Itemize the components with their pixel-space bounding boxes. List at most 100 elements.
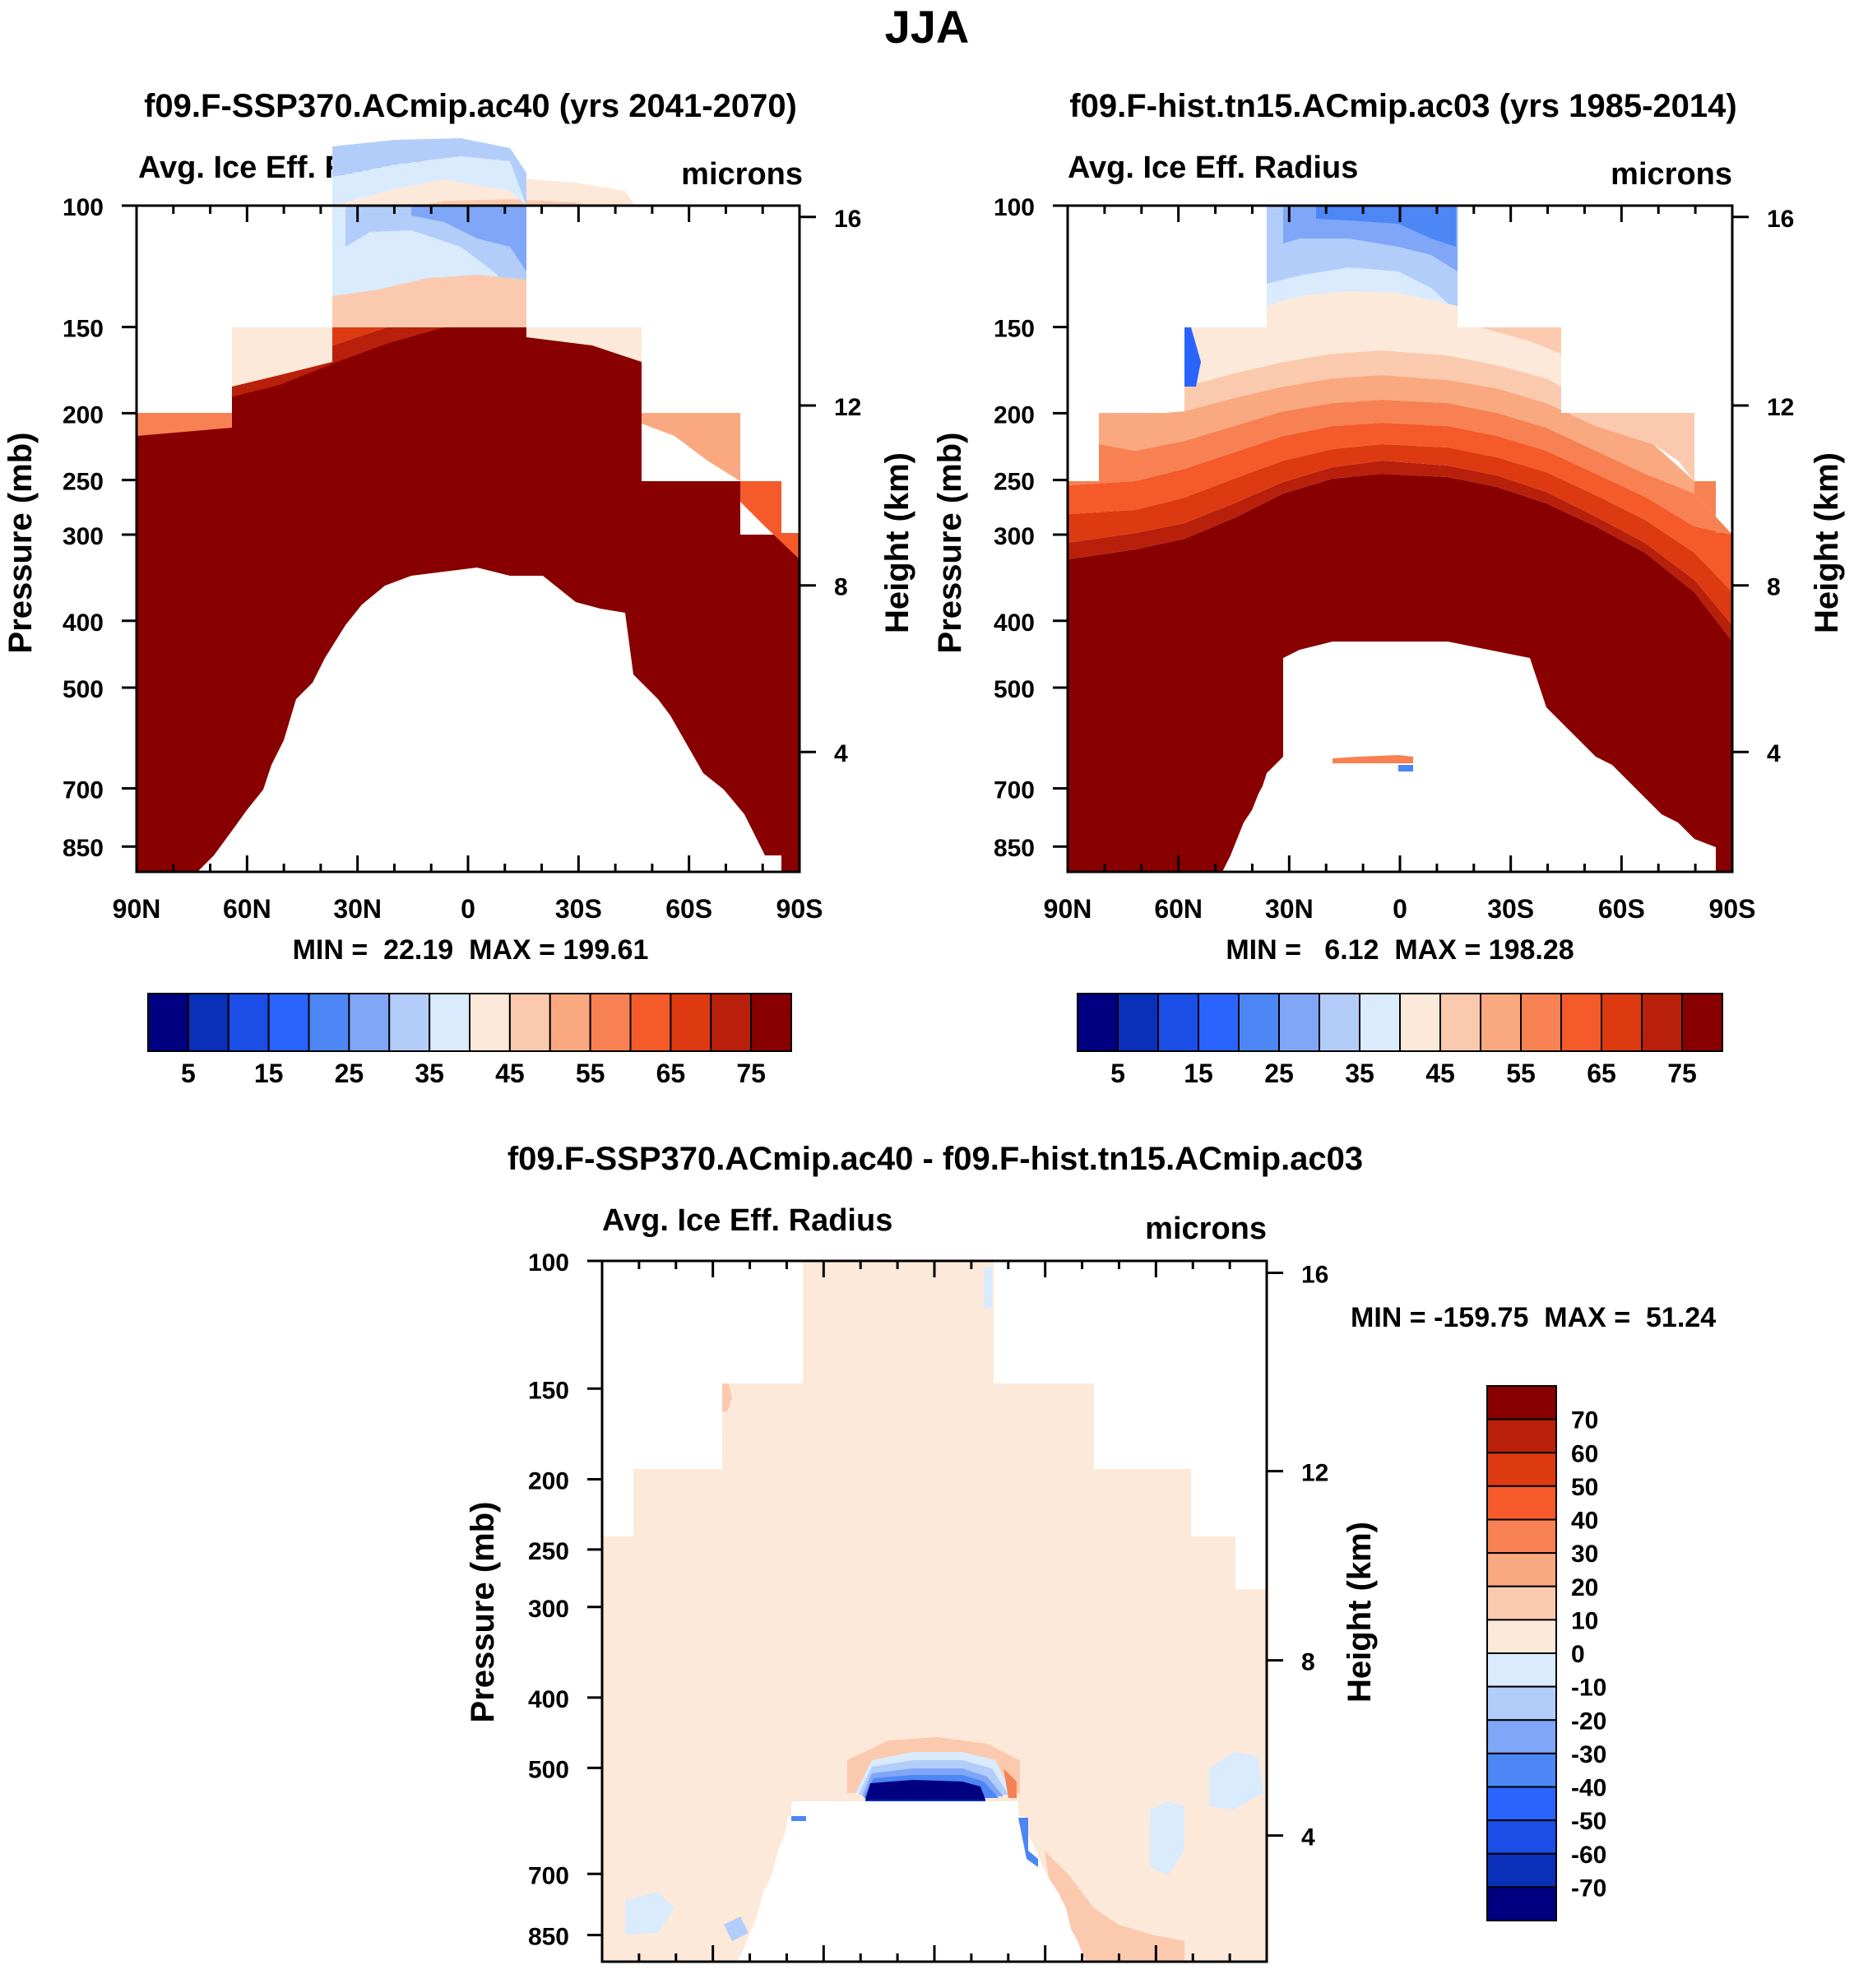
domain-mid-fill-l bbox=[137, 413, 232, 436]
height-tick-label: 8 bbox=[1301, 1649, 1315, 1676]
stats-label: MIN = 6.12 MAX = 198.28 bbox=[1226, 934, 1574, 966]
band-40 bbox=[1184, 327, 1561, 387]
panel-difference: f09.F-SSP370.ACmip.ac40 - f09.F-hist.tn1… bbox=[465, 1141, 1716, 1988]
colorbar-label: 45 bbox=[495, 1059, 525, 1088]
colorbar-label: -20 bbox=[1571, 1708, 1606, 1735]
x-tick-label: 60N bbox=[688, 1984, 737, 1988]
domain-upper-fill-c3 bbox=[411, 206, 526, 271]
colorbar-box bbox=[508, 993, 551, 1052]
colorbar-box bbox=[1641, 993, 1683, 1052]
colorbar-box bbox=[1480, 993, 1522, 1052]
band-55 bbox=[1068, 400, 1732, 535]
colorbar-box bbox=[1278, 993, 1320, 1052]
x-tick-label: 90N bbox=[1044, 894, 1092, 924]
panel-ssp370: f09.F-SSP370.ACmip.ac40 (yrs 2041-2070) … bbox=[2, 88, 915, 1088]
y-tick-label: 850 bbox=[994, 835, 1035, 862]
x-tick-label: 0 bbox=[927, 1984, 942, 1988]
units-label: microns bbox=[1611, 157, 1732, 192]
y-axis: 100 150 200 250 300 400 500 700 850 bbox=[528, 1249, 602, 1951]
patch-neg-left bbox=[625, 1892, 674, 1935]
domain-upper-fill-r bbox=[526, 327, 642, 362]
colorbar-label: 35 bbox=[415, 1059, 444, 1088]
height-tick-label: 8 bbox=[1767, 574, 1781, 601]
y-tick-label: 500 bbox=[528, 1756, 569, 1783]
height-axis: 16 12 8 4 bbox=[1732, 206, 1794, 767]
y-tick-label: 400 bbox=[994, 609, 1035, 637]
upper-step-mask bbox=[1068, 206, 1732, 533]
band-70 bbox=[1068, 461, 1732, 642]
stats-label: MIN = 22.19 MAX = 199.61 bbox=[293, 934, 649, 966]
topography-mask bbox=[280, 744, 610, 872]
y-axis-title: Pressure (mb) bbox=[2, 433, 39, 654]
domain-upper-fill-l bbox=[232, 327, 332, 387]
colorbar-box bbox=[1198, 993, 1240, 1052]
patch-neg-60 bbox=[865, 1800, 985, 1801]
colorbar-label: 30 bbox=[1571, 1541, 1598, 1568]
height-axis: 16 12 8 4 bbox=[800, 206, 861, 767]
variable-label: Avg. Ice Eff. Radius bbox=[1068, 151, 1358, 185]
x-tick-label: 30S bbox=[1022, 1984, 1068, 1988]
patch-neg-70 bbox=[865, 1780, 985, 1800]
y-tick-label: 300 bbox=[63, 523, 104, 550]
colorbar-label: 75 bbox=[1667, 1059, 1697, 1088]
panel-title: f09.F-SSP370.ACmip.ac40 - f09.F-hist.tn1… bbox=[508, 1141, 1363, 1177]
x-tick-label: 30N bbox=[333, 894, 382, 924]
colorbar-label: 55 bbox=[576, 1059, 605, 1088]
y-tick-label: 200 bbox=[528, 1467, 569, 1494]
y-tick-label: 700 bbox=[63, 777, 104, 804]
x-tick-label: 0 bbox=[1393, 894, 1407, 924]
x-tick-label: 30S bbox=[1487, 894, 1534, 924]
patch-neg-right bbox=[1209, 1752, 1263, 1810]
y-tick-label: 400 bbox=[528, 1686, 569, 1713]
y-tick-label: 200 bbox=[63, 401, 104, 429]
colorbar-label: 50 bbox=[1571, 1474, 1598, 1501]
colorbar-box bbox=[549, 993, 591, 1052]
colorbar-box bbox=[1486, 1752, 1557, 1788]
colorbar-label: 35 bbox=[1345, 1059, 1374, 1088]
y-tick-label: 700 bbox=[994, 777, 1035, 804]
colorbar-label: 15 bbox=[254, 1059, 284, 1088]
colorbar-box bbox=[1077, 993, 1119, 1052]
core-field bbox=[137, 319, 800, 872]
height-tick-label: 8 bbox=[834, 574, 848, 601]
upper-step-mask bbox=[137, 206, 800, 533]
domain-step-r2 bbox=[1653, 413, 1694, 481]
y-axis-right-title: Height (km) bbox=[1809, 452, 1845, 633]
x-tick-label: 0 bbox=[461, 894, 475, 924]
domain-top-c4 bbox=[1316, 206, 1456, 247]
colorbar-label: -30 bbox=[1571, 1741, 1606, 1768]
domain-upper-fill-c4 bbox=[332, 275, 526, 327]
height-tick-label: 4 bbox=[1767, 740, 1781, 767]
x-tick-label: 90S bbox=[1244, 1984, 1291, 1988]
domain-step-r3 bbox=[1694, 481, 1732, 535]
patch-neg-right2 bbox=[1150, 1801, 1184, 1875]
x-tick-label: 30S bbox=[555, 894, 602, 924]
panel-title: f09.F-hist.tn15.ACmip.ac03 (yrs 1985-201… bbox=[1069, 88, 1736, 124]
colorbar-box bbox=[750, 993, 792, 1052]
colorbar-label: 65 bbox=[656, 1059, 686, 1088]
y-tick-label: 150 bbox=[994, 316, 1035, 343]
colorbar-box bbox=[1486, 1418, 1557, 1454]
patch-neg-left2 bbox=[724, 1916, 749, 1941]
colorbar-box bbox=[1157, 993, 1199, 1052]
x-tick-label: 90S bbox=[776, 894, 823, 924]
y-tick-label: 850 bbox=[63, 835, 104, 862]
colorbar-label: 5 bbox=[1110, 1059, 1125, 1088]
y-axis-right-title: Height (km) bbox=[879, 452, 915, 633]
colorbar: 5 15 25 35 45 55 65 75 bbox=[147, 993, 792, 1088]
colorbar-box bbox=[1486, 1719, 1557, 1754]
band-35 bbox=[332, 156, 526, 206]
colorbar-box bbox=[1486, 1685, 1557, 1722]
colorbar-box bbox=[670, 993, 712, 1052]
y-axis-right-title: Height (km) bbox=[1342, 1522, 1378, 1703]
colorbar-box bbox=[1486, 1786, 1557, 1822]
x-tick-label: 60N bbox=[223, 894, 271, 924]
colorbar-box bbox=[629, 993, 672, 1052]
y-tick-label: 150 bbox=[528, 1377, 569, 1404]
y-tick-label: 400 bbox=[63, 609, 104, 637]
x-axis: 90N 60N 30N 0 30S 60S 90S bbox=[578, 1261, 1291, 1988]
y-tick-label: 300 bbox=[528, 1596, 569, 1623]
colorbar-box bbox=[1486, 1819, 1557, 1855]
field-near-zero bbox=[602, 1261, 1267, 1962]
colorbar-box bbox=[1486, 1552, 1557, 1587]
